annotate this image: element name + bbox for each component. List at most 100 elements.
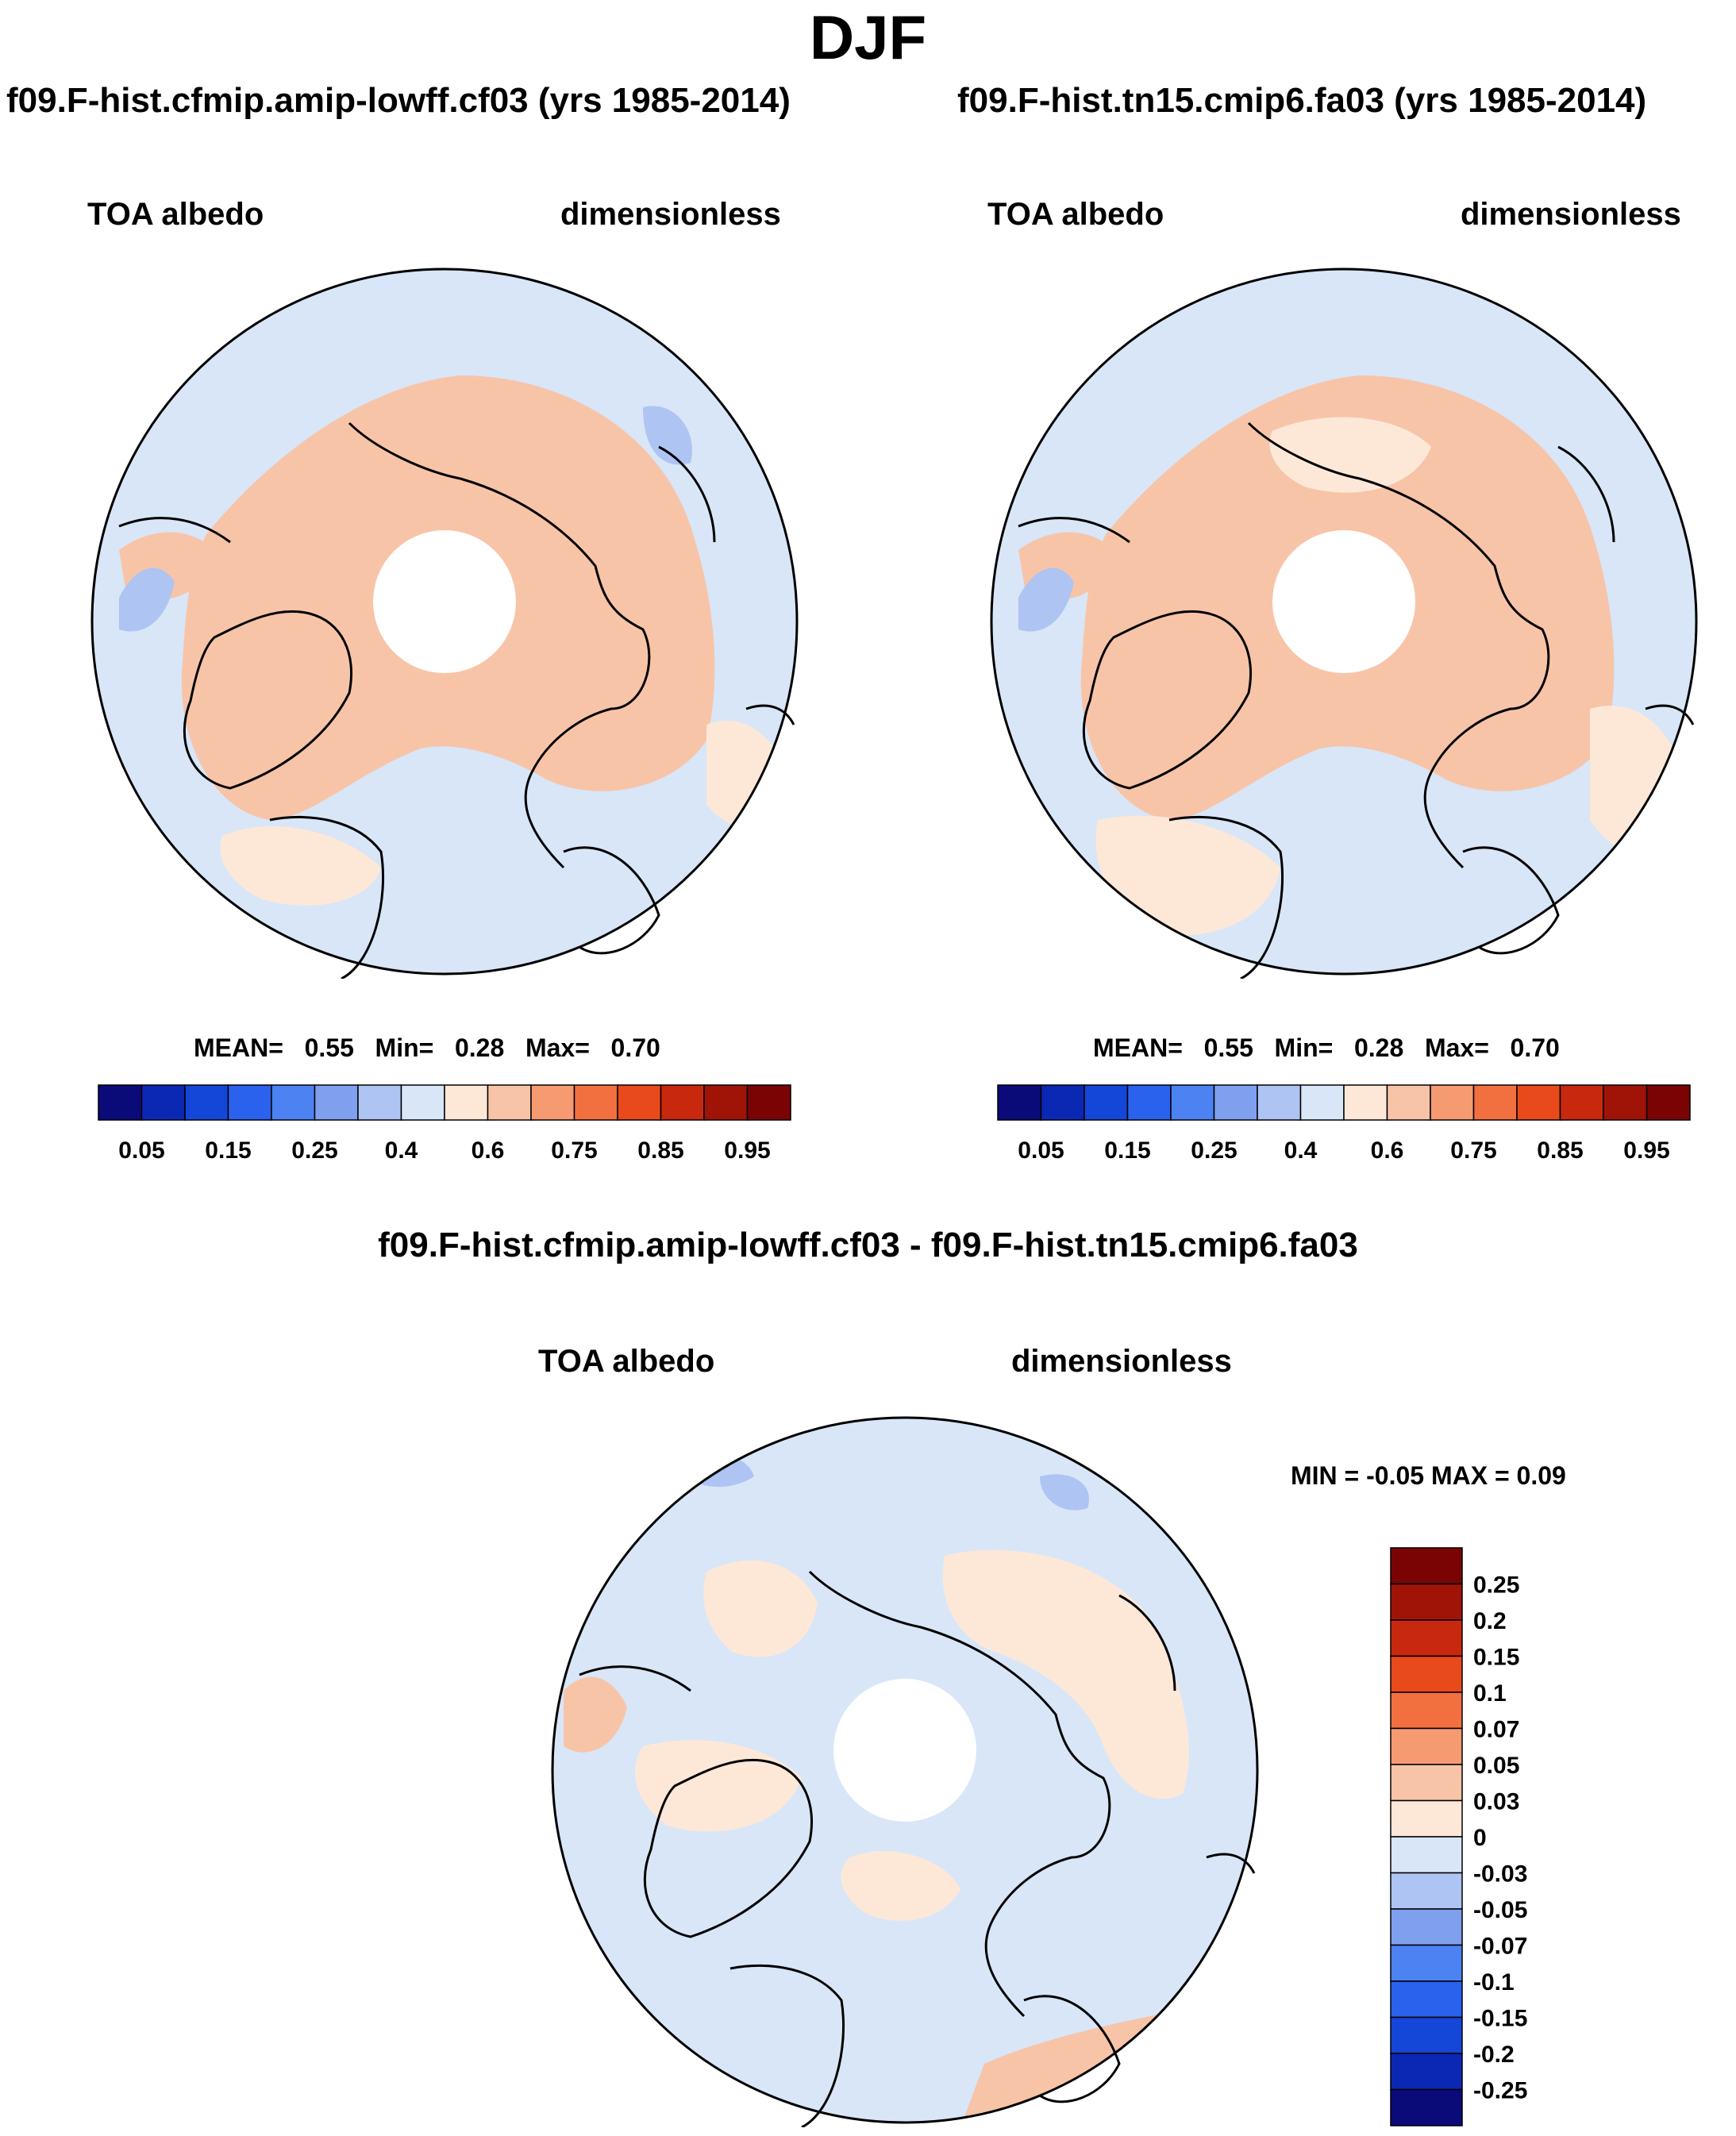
panel2-colorbar-tick-label: 0.05 — [1018, 1137, 1064, 1164]
diff-colorbar-tick-label: 0.2 — [1473, 1608, 1507, 1634]
panel1-colorbar-tick-label: 0.75 — [551, 1137, 597, 1164]
panel1-colorbar-swatch — [227, 1084, 272, 1121]
panel1-colorbar-swatch — [444, 1084, 489, 1121]
panel1-colorbar-tick-label: 0.6 — [472, 1137, 505, 1164]
panel2-case-title: f09.F-hist.tn15.cmip6.fa03 (yrs 1985-201… — [957, 81, 1647, 120]
panel2-low-albedo-patch — [1018, 568, 1074, 632]
panel1-mean-label: MEAN= — [194, 1033, 283, 1062]
diff-colorbar-tick-label: -0.05 — [1473, 1897, 1527, 1923]
diff-colorbar-tick-label: 0.15 — [1473, 1645, 1519, 1671]
panel2-colorbar-tick-label: 0.85 — [1537, 1137, 1583, 1164]
diff-colorbar-swatch — [1390, 2088, 1463, 2126]
panel2-colorbar-tick-label: 0.6 — [1371, 1137, 1404, 1164]
panel2-colorbar-swatch — [1603, 1084, 1648, 1121]
panel2-colorbar: 0.05 0.15 0.25 0.4 0.6 0.75 0.85 0.95 — [997, 1084, 1691, 1164]
panel1-low-albedo-patch — [119, 568, 175, 632]
diff-colorbar-tick-label: 0.07 — [1473, 1717, 1519, 1743]
diff-colorbar-tick-label: -0.25 — [1473, 2078, 1527, 2104]
diff-positive-patch-3 — [635, 1740, 802, 1832]
panel1-max-value: 0.70 — [610, 1033, 660, 1062]
diff-colorbar-swatch — [1390, 1944, 1463, 1982]
diff-colorbar-tick-label: 0.03 — [1473, 1789, 1519, 1815]
panel1-low-albedo-patch-2 — [643, 406, 692, 465]
diff-variable-label: TOA albedo — [538, 1344, 715, 1379]
panel2-mean-value: 0.55 — [1203, 1033, 1253, 1062]
diff-pole-hole — [833, 1679, 976, 1822]
panel2-colorbar-swatch — [1213, 1084, 1258, 1121]
panel2-colorbar-tick-label: 0.75 — [1450, 1137, 1496, 1164]
diff-negative-patch-2 — [1040, 1474, 1089, 1511]
panel2-map-boundary — [990, 267, 1698, 976]
panel1-units-label: dimensionless — [560, 197, 781, 232]
panel2-max-label: Max= — [1424, 1033, 1489, 1062]
panel1-min-value: 0.28 — [454, 1033, 505, 1062]
panel2-pole-hole — [1272, 530, 1415, 673]
diff-colorbar-tick-label: 0.25 — [1473, 1572, 1519, 1599]
diff-colorbar-swatch — [1390, 1980, 1463, 2019]
panel2-atlantic-band — [1095, 815, 1280, 936]
panel1-colorbar-swatch — [314, 1084, 359, 1121]
panel1-colorbar-swatch — [271, 1084, 316, 1121]
panel2-stats-line: MEAN= 0.55 Min= 0.28 Max= 0.70 — [1093, 1033, 1560, 1063]
panel2-colorbar-swatch — [1343, 1084, 1388, 1121]
panel2-colorbar-swatch — [1472, 1084, 1518, 1121]
panel1-colorbar-tick-label: 0.4 — [385, 1137, 418, 1164]
panel2-colorbar-swatch — [1084, 1084, 1129, 1121]
diff-colorbar-swatch — [1390, 1727, 1463, 1765]
panel2-pole-ring-region — [1269, 417, 1431, 493]
diff-colorbar-tick-label: -0.1 — [1473, 1969, 1515, 1996]
diff-positive-patch-1 — [703, 1560, 818, 1657]
panel2-colorbar-swatch — [1040, 1084, 1085, 1121]
panel1-colorbar-swatch — [184, 1084, 229, 1121]
diff-colorbar-tick-label: -0.03 — [1473, 1861, 1527, 1888]
diff-colorbar-tick-label: 0 — [1473, 1825, 1487, 1851]
panel2-coastlines — [1018, 421, 1695, 979]
diff-min-max-label: MIN = -0.05 MAX = 0.09 — [1291, 1461, 1566, 1490]
panel2-colorbar-swatch — [1430, 1084, 1475, 1121]
panel1-colorbar-swatch — [660, 1084, 705, 1121]
diff-units-label: dimensionless — [1011, 1344, 1232, 1379]
main-title: DJF — [809, 2, 927, 72]
diff-polar-map — [551, 1416, 1259, 2127]
panel2-colorbar-tick-label: 0.15 — [1104, 1137, 1150, 1164]
panel1-colorbar-tick-label: 0.85 — [637, 1137, 683, 1164]
panel2-units-label: dimensionless — [1461, 197, 1681, 232]
diff-colorbar-swatch — [1390, 1691, 1463, 1730]
diff-colorbar-tick-label: 0.05 — [1473, 1753, 1519, 1779]
diff-colorbar-swatch — [1390, 1764, 1463, 1802]
diff-colorbar-tick-label: -0.07 — [1473, 1934, 1527, 1960]
panel2-colorbar-swatch — [1559, 1084, 1604, 1121]
panel2-colorbar-swatch — [1170, 1084, 1215, 1121]
panel1-map-boundary — [90, 267, 799, 976]
panel1-colorbar-swatch — [573, 1084, 618, 1121]
diff-colorbar-swatch — [1390, 1619, 1463, 1657]
diff-positive-patch-4 — [841, 1851, 960, 1921]
panel2-max-value: 0.70 — [1510, 1033, 1560, 1062]
panel1-colorbar-swatch — [357, 1084, 402, 1121]
panel1-colorbar-tick-label: 0.05 — [118, 1137, 164, 1164]
panel1-atlantic-band — [220, 826, 381, 906]
panel2-colorbar-swatch — [1257, 1084, 1302, 1121]
panel1-east-band — [706, 720, 794, 828]
diff-colorbar-swatch — [1390, 2053, 1463, 2091]
diff-colorbar-swatch — [1390, 2016, 1463, 2054]
diff-title: f09.F-hist.cfmip.amip-lowff.cf03 - f09.F… — [378, 1226, 1358, 1264]
panel2-colorbar-tick-label: 0.25 — [1191, 1137, 1237, 1164]
panel1-polar-map — [90, 267, 799, 979]
diff-coastlines — [579, 1570, 1256, 2127]
diff-colorbar-swatch — [1390, 1836, 1463, 1874]
panel2-colorbar-swatch — [1646, 1084, 1691, 1121]
panel1-mean-value: 0.55 — [304, 1033, 354, 1062]
panel1-stats-line: MEAN= 0.55 Min= 0.28 Max= 0.70 — [194, 1033, 660, 1063]
diff-colorbar-swatch — [1390, 1655, 1463, 1693]
panel1-colorbar-tick-label: 0.15 — [205, 1137, 251, 1164]
panel1-colorbar-swatch — [530, 1084, 575, 1121]
panel1-colorbar-swatch — [746, 1084, 791, 1121]
panel2-colorbar-swatch — [1516, 1084, 1561, 1121]
panel2-colorbar-swatch — [1126, 1084, 1172, 1121]
panel1-colorbar-tick-label: 0.25 — [291, 1137, 337, 1164]
panel2-mean-label: MEAN= — [1093, 1033, 1183, 1062]
panel2-colorbar-swatch — [1299, 1084, 1345, 1121]
panel1-colorbar-tick-label: 0.95 — [724, 1137, 770, 1164]
panel1-pole-hole — [373, 530, 516, 673]
